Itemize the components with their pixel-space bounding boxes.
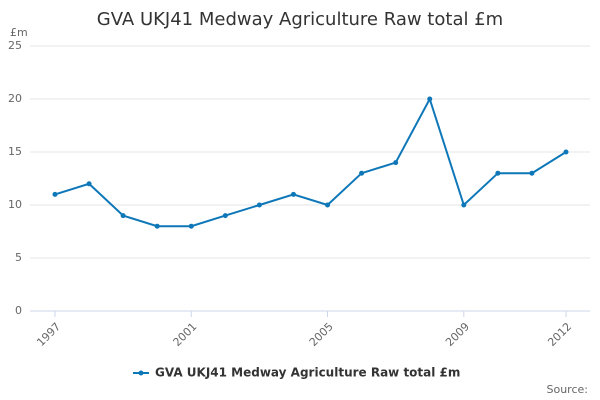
- point: [563, 149, 569, 155]
- x-tick-label: 2012: [545, 320, 574, 349]
- point: [120, 213, 126, 219]
- y-tick-label: 10: [8, 198, 22, 211]
- x-tick-label: 1997: [34, 320, 63, 349]
- x-tick-label: 2009: [443, 320, 472, 349]
- y-tick-label: 25: [8, 39, 22, 52]
- y-axis-label: £m: [10, 26, 28, 39]
- x-tick-label: 2001: [171, 320, 200, 349]
- y-tick-label: 5: [15, 251, 22, 264]
- point: [461, 202, 467, 208]
- point: [154, 223, 160, 229]
- point: [290, 191, 296, 197]
- legend-label: GVA UKJ41 Medway Agriculture Raw total £…: [155, 366, 460, 380]
- y-tick-label: 20: [8, 92, 22, 105]
- point: [325, 202, 331, 208]
- line: [54, 96, 567, 228]
- y-tick-label: 0: [15, 304, 22, 317]
- point: [188, 223, 194, 229]
- y-tick-label: 15: [8, 145, 22, 158]
- point: [427, 96, 433, 102]
- point: [222, 213, 228, 219]
- point: [86, 181, 92, 187]
- point: [393, 160, 399, 166]
- point: [495, 170, 501, 176]
- point: [256, 202, 262, 208]
- point: [359, 170, 365, 176]
- point: [52, 191, 58, 197]
- source: Source:: [547, 383, 589, 396]
- x-tick-label: 2005: [307, 320, 336, 349]
- legend-symbol: [138, 370, 144, 376]
- point: [529, 170, 535, 176]
- chart-title: GVA UKJ41 Medway Agriculture Raw total £…: [97, 9, 503, 30]
